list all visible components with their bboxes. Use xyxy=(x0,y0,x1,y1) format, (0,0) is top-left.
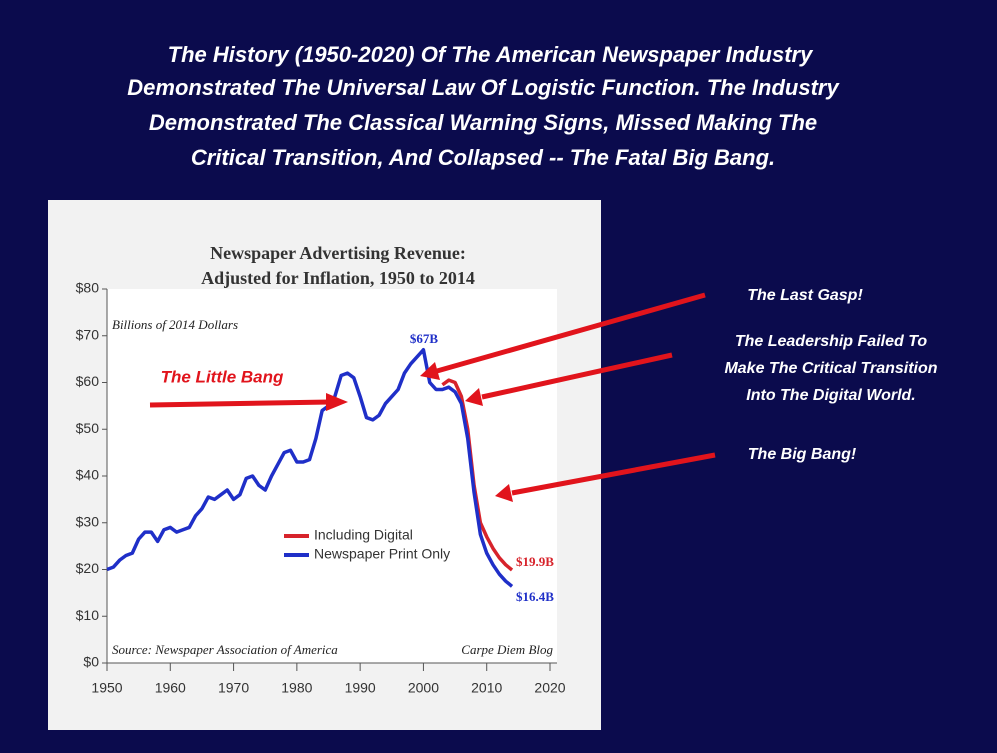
arrow xyxy=(481,352,673,400)
annotation: $67B xyxy=(410,331,439,346)
y-tick-label: $50 xyxy=(76,420,100,436)
chart-title: Adjusted for Inflation, 1950 to 2014 xyxy=(201,268,475,288)
heading-line: Demonstrated The Classical Warning Signs… xyxy=(149,110,817,135)
arrow-head xyxy=(420,362,440,380)
heading-line: Critical Transition, And Collapsed -- Th… xyxy=(191,145,775,170)
x-tick-label: 1960 xyxy=(155,680,186,696)
x-tick-label: 1950 xyxy=(91,680,122,696)
y-tick-label: $60 xyxy=(76,373,100,389)
source: Source: Newspaper Association of America xyxy=(112,642,338,657)
heading-line: The History (1950-2020) Of The American … xyxy=(168,42,814,67)
arrow xyxy=(149,399,331,408)
credit: Carpe Diem Blog xyxy=(461,642,553,657)
legend-label: Including Digital xyxy=(314,527,413,543)
arrow-head xyxy=(326,393,348,411)
annotation: The Leadership Failed To xyxy=(735,333,928,350)
y-tick-label: $30 xyxy=(76,513,100,529)
x-tick-label: 1970 xyxy=(218,680,249,696)
plot-area xyxy=(107,289,557,663)
heading-line: Demonstrated The Universal Law Of Logist… xyxy=(127,75,840,100)
x-tick-label: 2010 xyxy=(471,680,502,696)
annotation: The Big Bang! xyxy=(748,446,857,463)
line xyxy=(106,348,514,588)
annotation: $16.4B xyxy=(516,589,554,604)
annotation: The Little Bang xyxy=(161,367,284,386)
y-tick-label: $40 xyxy=(76,467,100,483)
arrow-head xyxy=(495,484,513,502)
y-tick-label: $0 xyxy=(83,654,99,670)
arrow-head xyxy=(465,388,483,406)
y-tick-label: $80 xyxy=(76,280,100,296)
y-tick-label: $10 xyxy=(76,607,100,623)
x-tick-label: 1980 xyxy=(281,680,312,696)
annotation: $19.9B xyxy=(516,554,554,569)
heading: The History (1950-2020) Of The American … xyxy=(127,42,840,170)
y-tick-label: $20 xyxy=(76,560,100,576)
marks: $0 $10 $20 $30 $40 $50 $60 $70 $80 1950 1960 1970 19… xyxy=(76,280,566,696)
y-tick-label: $70 xyxy=(76,326,100,342)
legend-label: Newspaper Print Only xyxy=(314,546,450,562)
y-axis-label: Billions of 2014 Dollars xyxy=(112,317,238,332)
chart-title: Newspaper Advertising Revenue: xyxy=(210,243,466,263)
x-tick-label: 1990 xyxy=(345,680,376,696)
arrow xyxy=(511,452,716,496)
x-tick-label: 2000 xyxy=(408,680,439,696)
annotation: Make The Critical Transition xyxy=(724,360,937,377)
annotation: Into The Digital World. xyxy=(746,387,915,404)
annotation: The Last Gasp! xyxy=(747,287,863,304)
arrows xyxy=(149,292,716,502)
x-tick-label: 2020 xyxy=(534,680,565,696)
arrow xyxy=(436,292,706,374)
